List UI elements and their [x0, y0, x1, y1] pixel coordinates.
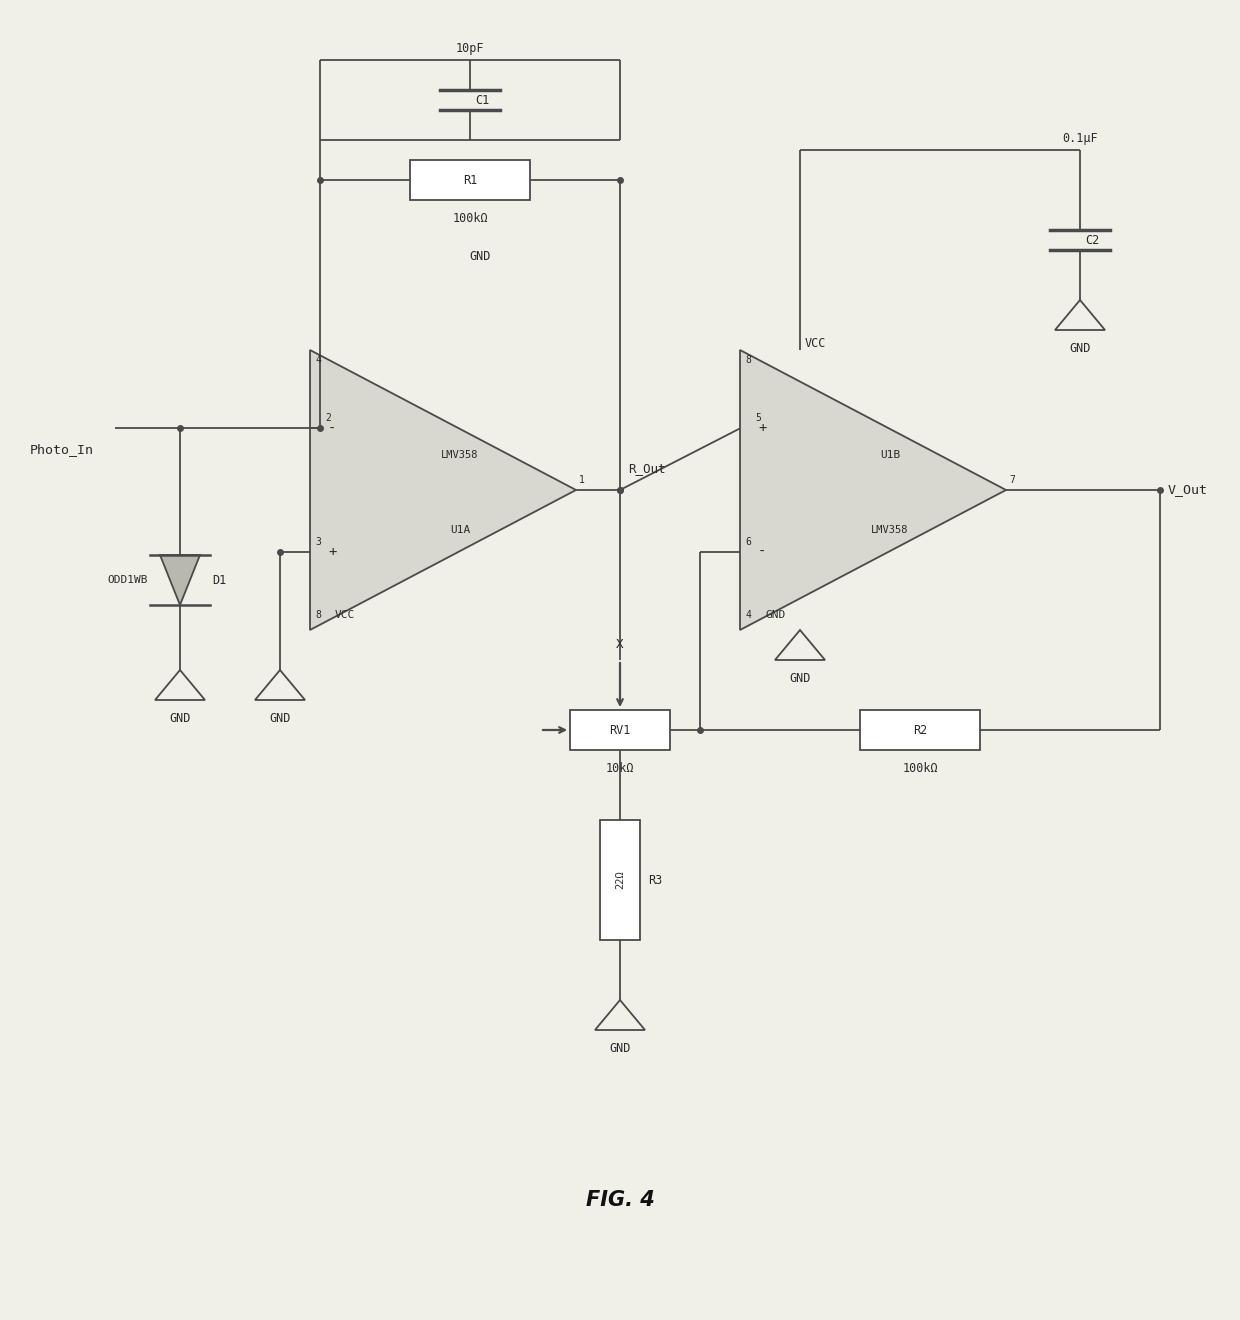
Text: -: - [329, 421, 336, 436]
Text: 100kΩ: 100kΩ [903, 762, 937, 775]
Text: VCC: VCC [805, 337, 826, 350]
Text: ODD1WB: ODD1WB [108, 576, 148, 585]
Text: LMV358: LMV358 [872, 525, 909, 535]
Text: 7: 7 [1009, 475, 1014, 484]
Text: V_Out: V_Out [1168, 483, 1208, 496]
Text: U1B: U1B [880, 450, 900, 459]
Text: RV1: RV1 [609, 723, 631, 737]
Polygon shape [740, 350, 1006, 630]
Text: GND: GND [170, 711, 191, 725]
Text: U1A: U1A [450, 525, 470, 535]
Text: -: - [758, 545, 766, 558]
FancyBboxPatch shape [600, 820, 640, 940]
Text: 10pF: 10pF [456, 42, 485, 55]
Text: +: + [329, 545, 336, 558]
Text: 10kΩ: 10kΩ [606, 762, 634, 775]
Text: 5: 5 [755, 413, 761, 424]
Polygon shape [310, 350, 577, 630]
FancyBboxPatch shape [570, 710, 670, 750]
Text: R1: R1 [463, 173, 477, 186]
Text: R2: R2 [913, 723, 928, 737]
Text: X: X [616, 639, 624, 652]
Text: VCC: VCC [335, 610, 355, 620]
Text: 100kΩ: 100kΩ [453, 213, 487, 224]
FancyBboxPatch shape [410, 160, 529, 201]
Text: Photo_In: Photo_In [30, 444, 94, 457]
Text: 1: 1 [579, 475, 585, 484]
Text: 8: 8 [315, 610, 321, 620]
Text: GND: GND [790, 672, 811, 685]
Text: D1: D1 [212, 573, 226, 586]
Text: GND: GND [765, 610, 785, 620]
Text: 8: 8 [745, 355, 751, 366]
Text: 2: 2 [325, 413, 331, 424]
Text: 0.1μF: 0.1μF [1063, 132, 1097, 145]
Text: 4: 4 [745, 610, 751, 620]
Text: GND: GND [469, 249, 491, 263]
Text: GND: GND [609, 1041, 631, 1055]
Text: LMV358: LMV358 [441, 450, 479, 459]
Text: +: + [758, 421, 766, 436]
Text: 6: 6 [745, 537, 751, 546]
Text: GND: GND [269, 711, 290, 725]
Text: 3: 3 [315, 537, 321, 546]
Text: 4: 4 [315, 355, 321, 366]
FancyBboxPatch shape [861, 710, 980, 750]
Polygon shape [160, 554, 200, 605]
Text: C2: C2 [1085, 234, 1099, 247]
Text: 22Ω: 22Ω [615, 871, 625, 890]
Text: C1: C1 [475, 94, 490, 107]
Text: R3: R3 [649, 874, 662, 887]
Text: R_Out: R_Out [627, 462, 666, 475]
Text: FIG. 4: FIG. 4 [585, 1191, 655, 1210]
Text: GND: GND [1069, 342, 1091, 355]
